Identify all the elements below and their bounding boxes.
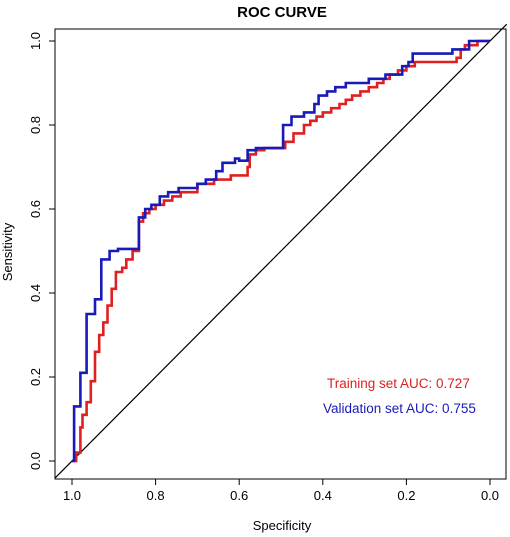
- x-axis-label: Specificity: [253, 518, 312, 533]
- series-layer: [72, 39, 490, 463]
- y-tick-label: 0.4: [28, 284, 43, 302]
- y-tick-label: 0.8: [28, 116, 43, 134]
- legend-entry-training: Training set AUC: 0.727: [327, 376, 470, 391]
- diagonal-reference-line: [54, 23, 508, 479]
- y-tick-label: 1.0: [28, 32, 43, 50]
- validation-roc-curve: [72, 39, 490, 463]
- chart-title: ROC CURVE: [237, 4, 327, 21]
- y-tick-label: 0.2: [28, 368, 43, 386]
- x-tick-label: 1.0: [63, 488, 81, 503]
- x-axis: 1.0 0.8 0.6 0.4 0.2 0.0: [63, 478, 499, 503]
- y-axis: 0.0 0.2 0.4 0.6 0.8 1.0: [28, 32, 56, 470]
- y-tick-label: 0.0: [28, 452, 43, 470]
- y-axis-label: Sensitivity: [0, 222, 15, 281]
- x-tick-label: 0.6: [230, 488, 248, 503]
- legend-entry-validation: Validation set AUC: 0.755: [323, 401, 476, 416]
- x-tick-label: 0.4: [314, 488, 332, 503]
- x-tick-label: 0.2: [397, 488, 415, 503]
- x-tick-label: 0.8: [147, 488, 165, 503]
- x-tick-label: 0.0: [481, 488, 499, 503]
- y-tick-label: 0.6: [28, 200, 43, 218]
